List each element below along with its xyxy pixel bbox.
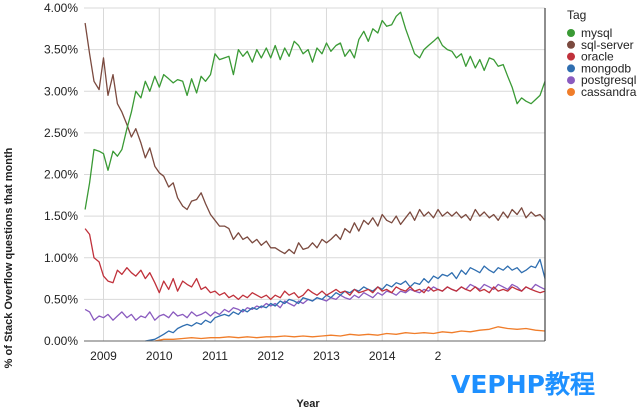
- y-tick-label: 0.50%: [44, 292, 78, 306]
- legend-label-sql-server: sql-server: [581, 38, 634, 52]
- legend-swatch-oracle: [567, 52, 575, 61]
- legend-title: Tag: [567, 8, 586, 22]
- grid-lines: [84, 7, 545, 342]
- legend-label-oracle: oracle: [581, 50, 614, 64]
- x-tick-label: 2013: [313, 349, 340, 363]
- y-tick-label: 3.00%: [44, 84, 78, 98]
- legend-label-mongodb: mongodb: [581, 61, 631, 75]
- legend-swatch-mongodb: [567, 64, 575, 73]
- legend-swatch-postgresql: [567, 76, 575, 85]
- x-tick-label: 2009: [90, 349, 117, 363]
- legend-label-cassandra: cassandra: [581, 85, 637, 99]
- series-line-cassandra: [154, 326, 546, 342]
- legend: Tag mysqlsql-serveroraclemongodbpostgres…: [567, 8, 637, 99]
- x-axis-title: Year: [296, 398, 320, 410]
- x-tick-label: 2: [435, 349, 442, 363]
- y-tick-label: 0.00%: [44, 334, 78, 348]
- y-tick-label: 1.50%: [44, 209, 78, 223]
- watermark-text: VEPHP教程: [451, 370, 595, 399]
- x-tick-label: 2012: [257, 349, 284, 363]
- legend-swatch-cassandra: [567, 88, 575, 96]
- series-line-sql-server: [84, 22, 546, 255]
- y-tick-label: 2.00%: [44, 168, 78, 182]
- x-tick-label: 2011: [202, 349, 228, 363]
- legend-swatch-sql-server: [567, 40, 575, 49]
- series-lines: [84, 11, 546, 342]
- series-line-mysql: [84, 11, 546, 210]
- legend-label-postgresql: postgresql: [581, 73, 636, 87]
- y-tick-label: 1.00%: [44, 251, 78, 265]
- legend-label-mysql: mysql: [581, 26, 612, 40]
- y-tick-label: 2.50%: [44, 126, 78, 140]
- legend-swatch-mysql: [567, 29, 575, 37]
- axes: 0.00% 0.50% 1.00% 1.50% 2.00% 2.50% 3.00% 3.50%…: [44, 1, 546, 363]
- y-axis-title: % of Stack Overflow questions that month: [3, 147, 15, 368]
- x-tick-label: 2014: [369, 349, 396, 363]
- series-line-postgresql: [84, 283, 546, 321]
- y-tick-label: 3.50%: [44, 43, 78, 57]
- series-line-oracle: [84, 228, 546, 301]
- series-line-mongodb: [145, 258, 546, 342]
- x-tick-label: 2010: [146, 349, 173, 363]
- y-tick-label: 4.00%: [44, 1, 78, 15]
